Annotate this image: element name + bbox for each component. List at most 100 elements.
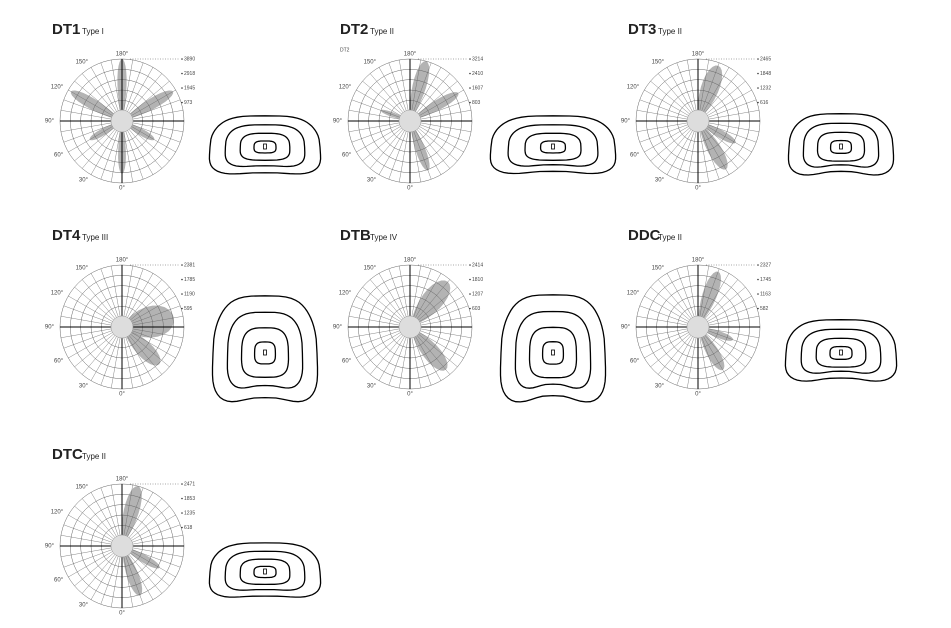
candela-label: 1235 (184, 510, 195, 516)
panel: DTC Type II 180° 150° 120° 90° 60° 30° 0° 2471 185… (45, 446, 322, 617)
light-distribution (122, 90, 174, 121)
isolux-contour (224, 124, 306, 168)
value-dot (757, 278, 759, 281)
isolux-contour (208, 542, 322, 598)
candela-label: 1163 (760, 291, 771, 297)
angle-label: 150° (364, 60, 377, 66)
isolux-contour (816, 131, 866, 162)
candela-label: 1945 (184, 85, 195, 91)
isolux-contour (541, 341, 565, 365)
candela-label: 618 (184, 525, 193, 531)
isolux-contour (224, 550, 306, 591)
value-dot (469, 293, 471, 295)
angle-label: 180° (404, 52, 417, 58)
value-dot (469, 307, 471, 310)
value-dot (181, 278, 183, 281)
angle-label: 0° (695, 392, 701, 398)
candela-label: 1190 (184, 291, 195, 297)
value-dot (181, 101, 183, 104)
isolux-contour (524, 132, 582, 161)
fixture (263, 568, 267, 575)
angle-label: 120° (51, 291, 64, 297)
isolux-contour (507, 124, 599, 167)
value-dot (181, 497, 183, 500)
value-dot (469, 72, 471, 75)
isolux-contour (829, 139, 853, 154)
center-disc (110, 534, 134, 558)
fixture (839, 143, 843, 150)
angle-label: 0° (119, 611, 125, 617)
panel-title: DT3 (628, 21, 656, 38)
value-dot (757, 87, 759, 89)
angle-label: 150° (76, 266, 89, 272)
angle-label: 30° (79, 602, 89, 608)
candela-label: 3890 (184, 56, 195, 62)
candela-label: 582 (760, 306, 769, 312)
value-dot (757, 101, 759, 104)
light-distribution (70, 90, 122, 121)
angle-label: 120° (51, 510, 64, 516)
angle-label: 0° (407, 392, 413, 398)
angle-label: 150° (652, 266, 665, 272)
angle-label: 90° (621, 119, 631, 125)
angle-label: 180° (116, 477, 129, 483)
angle-label: 30° (367, 383, 377, 389)
angle-label: 90° (45, 325, 55, 331)
center-disc (110, 109, 134, 133)
angle-label: 60° (54, 578, 64, 584)
candela-label: 1745 (760, 277, 771, 283)
angle-label: 60° (342, 359, 352, 365)
isolux-contour (208, 115, 322, 175)
panel-title: DT1 (52, 21, 80, 38)
light-distribution (698, 327, 725, 371)
value-dot (181, 293, 183, 295)
panel: DT2 Type IIDT2180°150°120°90°60°30°0°3214… (333, 21, 617, 192)
angle-label: 90° (45, 119, 55, 125)
candela-label: 595 (184, 306, 193, 312)
angle-label: 60° (54, 359, 64, 365)
center-disc (686, 109, 710, 133)
value-dot (469, 278, 471, 281)
candela-label: 2414 (472, 262, 483, 268)
isolux-contour (528, 326, 578, 379)
fixture (263, 349, 267, 356)
light-distribution (122, 305, 174, 338)
angle-label: 180° (116, 258, 129, 264)
isolux-contour (829, 345, 853, 360)
isolux-contour (239, 132, 291, 161)
value-dot (757, 307, 759, 310)
fixture (551, 349, 555, 356)
value-dot (757, 72, 759, 75)
panel-type: Type II (370, 27, 394, 36)
angle-label: 30° (79, 383, 89, 389)
angle-label: 120° (339, 85, 352, 91)
panel-type: Type IV (370, 233, 398, 242)
fixture (263, 143, 267, 150)
candela-label: 2918 (184, 71, 195, 77)
candela-label: 3214 (472, 56, 483, 62)
value-dot (181, 526, 183, 529)
panel-title: DDC (628, 227, 661, 244)
light-distribution (122, 327, 161, 366)
value-dot (181, 307, 183, 310)
light-distribution (409, 61, 430, 121)
candela-label: 803 (472, 100, 481, 106)
light-distribution (697, 65, 723, 121)
light-distribution (698, 271, 722, 327)
value-dot (181, 87, 183, 89)
angle-label: 120° (627, 85, 640, 91)
angle-label: 0° (407, 186, 413, 192)
candela-label: 1810 (472, 277, 483, 283)
isolux-contour (815, 337, 867, 368)
plot-label: DT2 (340, 47, 350, 53)
angle-label: 60° (630, 153, 640, 159)
candela-label: 2465 (760, 56, 771, 62)
light-distribution (698, 121, 728, 170)
value-dot (181, 483, 183, 485)
isolux-contour (800, 328, 882, 374)
candela-label: 973 (184, 100, 193, 106)
panel-type: Type II (658, 27, 682, 36)
center-disc (398, 109, 422, 133)
panel-type: Type II (658, 233, 682, 242)
